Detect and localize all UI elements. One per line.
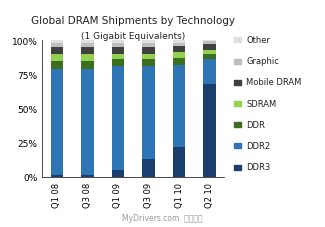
Bar bbox=[142, 159, 155, 177]
Bar bbox=[111, 48, 124, 54]
Bar bbox=[111, 170, 124, 177]
Bar bbox=[203, 42, 216, 45]
Bar bbox=[173, 53, 186, 59]
Bar bbox=[142, 48, 155, 54]
Text: DDR: DDR bbox=[246, 120, 265, 129]
Bar bbox=[81, 41, 94, 44]
Bar bbox=[173, 147, 186, 177]
Bar bbox=[81, 44, 94, 48]
Text: Graphic: Graphic bbox=[246, 57, 279, 66]
Bar bbox=[173, 65, 186, 147]
Text: DDR3: DDR3 bbox=[246, 163, 270, 172]
Bar bbox=[50, 54, 63, 61]
Bar bbox=[203, 54, 216, 60]
Bar bbox=[111, 54, 124, 60]
Bar bbox=[142, 44, 155, 48]
Bar bbox=[50, 69, 63, 176]
Bar bbox=[142, 54, 155, 60]
Bar bbox=[111, 44, 124, 48]
Bar bbox=[111, 41, 124, 44]
Bar bbox=[50, 61, 63, 69]
Bar bbox=[142, 67, 155, 159]
Bar bbox=[111, 67, 124, 170]
Bar bbox=[203, 84, 216, 177]
Text: MyDrivers.com  驱动之家: MyDrivers.com 驱动之家 bbox=[122, 214, 203, 222]
Bar bbox=[203, 60, 216, 84]
Bar bbox=[81, 48, 94, 54]
Text: Global DRAM Shipments by Technology: Global DRAM Shipments by Technology bbox=[31, 16, 235, 26]
Bar bbox=[173, 44, 186, 46]
Bar bbox=[81, 54, 94, 61]
Bar bbox=[50, 48, 63, 54]
Bar bbox=[173, 59, 186, 65]
Bar bbox=[81, 61, 94, 69]
Bar bbox=[50, 44, 63, 48]
Bar bbox=[50, 176, 63, 177]
Bar bbox=[203, 41, 216, 42]
Bar bbox=[203, 50, 216, 54]
Text: SDRAM: SDRAM bbox=[246, 99, 276, 108]
Bar bbox=[111, 60, 124, 67]
Bar bbox=[81, 69, 94, 176]
Text: Mobile DRAM: Mobile DRAM bbox=[246, 78, 301, 87]
Bar bbox=[173, 41, 186, 44]
Bar bbox=[50, 41, 63, 44]
Text: (1 Gigabit Equivalents): (1 Gigabit Equivalents) bbox=[81, 32, 185, 41]
Bar bbox=[142, 41, 155, 44]
Bar bbox=[142, 60, 155, 67]
Bar bbox=[203, 45, 216, 50]
Text: DDR2: DDR2 bbox=[246, 141, 270, 151]
Text: Other: Other bbox=[246, 36, 270, 45]
Bar bbox=[81, 176, 94, 177]
Bar bbox=[173, 46, 186, 53]
